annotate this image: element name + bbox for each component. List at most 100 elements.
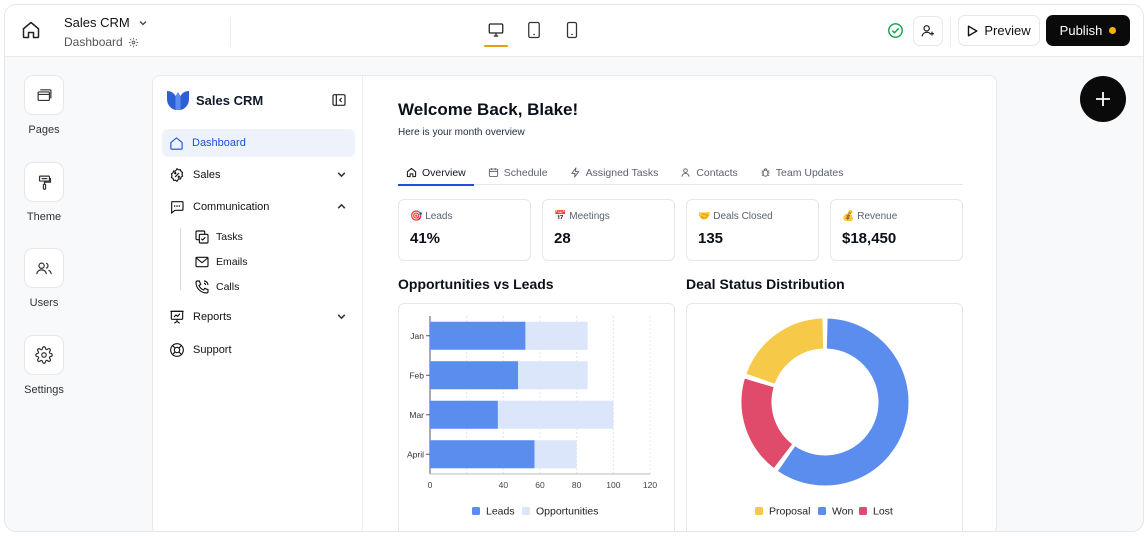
- kpi-label: Leads: [425, 211, 453, 222]
- tab-contacts[interactable]: Contacts: [672, 160, 745, 185]
- donut-slice-lost: [740, 377, 794, 470]
- x-tick-label: 100: [606, 480, 620, 490]
- publish-label: Publish: [1059, 23, 1103, 38]
- logo-icon: [167, 91, 189, 110]
- rail-item-users[interactable]: Users: [5, 248, 83, 309]
- donut-chart-card: Proposal Won Lost: [686, 303, 963, 531]
- legend-swatch-opportunities: [522, 507, 530, 515]
- chevron-down-icon: [337, 172, 346, 178]
- bar-leads: [430, 440, 535, 469]
- preview-label: Preview: [984, 23, 1031, 38]
- sidebar-item-support[interactable]: Support: [162, 336, 355, 364]
- y-tick-label: Mar: [409, 410, 424, 420]
- donut-chart-title: Deal Status Distribution: [686, 276, 845, 292]
- brand-name: Sales CRM: [196, 92, 264, 108]
- kpi-value: 41%: [410, 230, 441, 247]
- donut-chart: Proposal Won Lost: [740, 317, 910, 518]
- brand: Sales CRM: [166, 89, 263, 111]
- chevron-down-icon: [337, 314, 346, 320]
- check-circle-icon: [887, 22, 904, 44]
- bar-leads: [430, 400, 498, 429]
- left-rail: Pages Theme Users Settings: [5, 57, 85, 531]
- kpi-value: $18,450: [842, 230, 897, 247]
- x-tick-label: 80: [572, 480, 582, 490]
- bar-chart-title: Opportunities vs Leads: [398, 276, 554, 292]
- home-icon: [170, 136, 183, 150]
- desktop-icon[interactable]: [483, 16, 509, 47]
- page-name: Dashboard: [64, 35, 123, 49]
- gear-icon[interactable]: [128, 37, 139, 48]
- sidebar-item-dashboard[interactable]: Dashboard: [162, 129, 355, 157]
- x-tick-label: 60: [535, 480, 545, 490]
- add-button[interactable]: [1080, 76, 1126, 122]
- sidebar-item-label: Reports: [193, 311, 232, 323]
- sidebar-subitem-calls[interactable]: Calls: [194, 277, 239, 297]
- lifebuoy-icon: [170, 343, 184, 357]
- chat-icon: [171, 201, 184, 215]
- user-icon: [681, 168, 690, 177]
- tab-schedule[interactable]: Schedule: [480, 160, 556, 185]
- project-selector[interactable]: Sales CRM Dashboard: [64, 15, 148, 49]
- kpi-label: Meetings: [569, 211, 610, 222]
- bar-chart: Jan Feb Mar April 0 40 60 80 100 120 Leads Opportun…: [407, 316, 657, 518]
- add-user-button[interactable]: [913, 16, 943, 46]
- top-bar: Sales CRM Dashboard: [5, 5, 1143, 57]
- app-frame: Sales CRM Dashboard: [4, 4, 1144, 532]
- sidebar-subitem-emails[interactable]: Emails: [194, 252, 248, 272]
- home-icon[interactable]: [19, 18, 43, 42]
- unpublished-dot: [1109, 27, 1117, 34]
- legend-label-opportunities: Opportunities: [536, 506, 598, 518]
- kpi-card-revenue: 💰 Revenue $18,450: [830, 199, 963, 261]
- sidebar-item-reports[interactable]: Reports: [162, 303, 355, 331]
- phone-call-icon: [195, 280, 209, 294]
- preview-button[interactable]: Preview: [958, 15, 1040, 46]
- y-tick-label: Jan: [410, 331, 424, 341]
- pages-icon: [24, 75, 64, 115]
- play-icon: [968, 25, 978, 36]
- divider: [950, 17, 951, 47]
- tab-overview[interactable]: Overview: [398, 160, 474, 186]
- mail-icon: [195, 256, 209, 268]
- sidebar-item-communication[interactable]: Communication: [162, 193, 355, 221]
- rail-item-theme[interactable]: Theme: [5, 162, 83, 223]
- divider: [230, 17, 231, 47]
- legend-swatch-leads: [472, 507, 480, 515]
- subitem-label: Emails: [216, 256, 248, 268]
- sidebar-item-label: Dashboard: [192, 137, 246, 149]
- rail-item-pages[interactable]: Pages: [5, 75, 83, 136]
- tab-label: Team Updates: [775, 166, 844, 179]
- chevron-up-icon: [337, 203, 346, 209]
- rail-label: Theme: [26, 211, 62, 223]
- plus-icon: [1096, 92, 1110, 106]
- kpi-card-leads: 🎯 Leads 41%: [398, 199, 531, 261]
- page-subtitle: Here is your month overview: [398, 127, 525, 138]
- collapse-sidebar-icon[interactable]: [331, 92, 347, 113]
- kpi-value: 28: [554, 230, 571, 247]
- rail-item-settings[interactable]: Settings: [5, 335, 83, 396]
- sidebar-item-sales[interactable]: Sales: [162, 161, 355, 189]
- percent-badge-icon: [170, 167, 184, 183]
- legend-label-won: Won: [832, 506, 854, 518]
- subitem-label: Tasks: [216, 231, 243, 243]
- paint-roller-icon: [24, 162, 64, 202]
- sidebar: Sales CRM Dashboard Sales Communication: [153, 76, 363, 531]
- legend-swatch-won: [818, 507, 826, 515]
- kpi-emoji: 📅: [554, 211, 567, 222]
- kpi-card-meetings: 📅 Meetings 28: [542, 199, 675, 261]
- page-title: Welcome Back, Blake!: [398, 100, 579, 119]
- device-switcher: [483, 16, 585, 47]
- mobile-icon[interactable]: [559, 16, 585, 44]
- tab-team-updates[interactable]: Team Updates: [752, 160, 852, 185]
- bug-icon: [761, 168, 770, 177]
- publish-button[interactable]: Publish: [1046, 15, 1130, 46]
- gear-icon: [24, 335, 64, 375]
- calendar-icon: [488, 168, 498, 177]
- sidebar-subitem-tasks[interactable]: Tasks: [194, 227, 243, 247]
- lightning-icon: [570, 167, 579, 178]
- subitem-label: Calls: [216, 281, 240, 293]
- main-content: Welcome Back, Blake! Here is your month …: [398, 76, 968, 531]
- tab-assigned-tasks[interactable]: Assigned Tasks: [562, 160, 667, 185]
- kpi-card-deals-closed: 🤝 Deals Closed 135: [686, 199, 819, 261]
- user-plus-icon: [921, 25, 934, 37]
- tablet-icon[interactable]: [521, 16, 547, 44]
